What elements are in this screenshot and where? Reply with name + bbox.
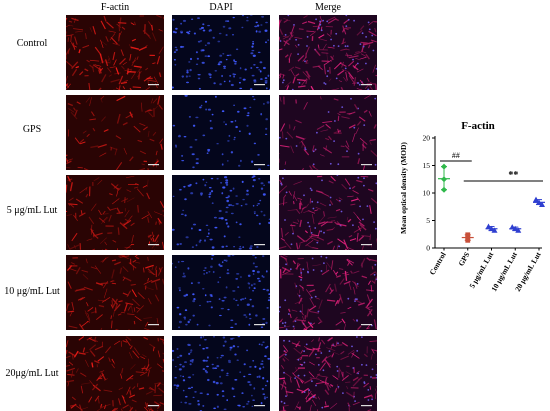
y-axis-label: Mean optical density (MOD) bbox=[399, 142, 408, 234]
y-tick-label-20: 20 bbox=[423, 134, 431, 143]
micrograph-merge-row-1 bbox=[279, 15, 377, 90]
x-tick-label-1: GPS bbox=[456, 251, 471, 268]
y-tick-label-10: 10 bbox=[423, 189, 431, 198]
micrograph-factin-row-5 bbox=[66, 336, 164, 411]
micrograph-dapi-row-4 bbox=[172, 255, 270, 330]
point-0-0 bbox=[441, 164, 447, 170]
micrograph-dapi-row-1 bbox=[172, 15, 270, 90]
row-label-5-lut: 5 μg/mL Lut bbox=[0, 205, 64, 217]
row-label-control: Control bbox=[0, 38, 64, 50]
micrograph-merge-row-3 bbox=[279, 175, 377, 250]
f-actin-chart: F-actin Mean optical density (MOD) 0 5 10 1… bbox=[390, 118, 545, 388]
col-header-merge: Merge bbox=[279, 2, 377, 13]
point-0-1 bbox=[441, 176, 447, 182]
point-1-2 bbox=[465, 238, 470, 243]
y-tick-label-0: 0 bbox=[426, 244, 430, 253]
micrograph-merge-row-2 bbox=[279, 95, 377, 170]
micrograph-dapi-row-5 bbox=[172, 336, 270, 411]
col-header-f-actin: F-actin bbox=[66, 2, 164, 13]
micrograph-factin-row-1 bbox=[66, 15, 164, 90]
x-tick-label-0: Control bbox=[428, 251, 448, 277]
micrograph-factin-row-2 bbox=[66, 95, 164, 170]
row-label-gps: GPS bbox=[0, 124, 64, 136]
micrograph-factin-row-3 bbox=[66, 175, 164, 250]
row-label-10-lut: 10 μg/mL Lut bbox=[0, 286, 64, 298]
y-tick-label-15: 15 bbox=[423, 161, 431, 170]
micrograph-merge-row-5 bbox=[279, 336, 377, 411]
micrograph-dapi-row-2 bbox=[172, 95, 270, 170]
row-label-20-lut: 20μg/mL Lut bbox=[0, 368, 64, 380]
micrograph-dapi-row-3 bbox=[172, 175, 270, 250]
micrograph-factin-row-4 bbox=[66, 255, 164, 330]
sig-label-1: ** bbox=[508, 170, 518, 181]
sig-label-0: ## bbox=[452, 151, 460, 160]
micrograph-merge-row-4 bbox=[279, 255, 377, 330]
chart-title: F-actin bbox=[461, 120, 495, 132]
point-0-2 bbox=[441, 187, 447, 193]
y-tick-label-5: 5 bbox=[426, 216, 430, 225]
col-header-dapi: DAPI bbox=[172, 2, 270, 13]
